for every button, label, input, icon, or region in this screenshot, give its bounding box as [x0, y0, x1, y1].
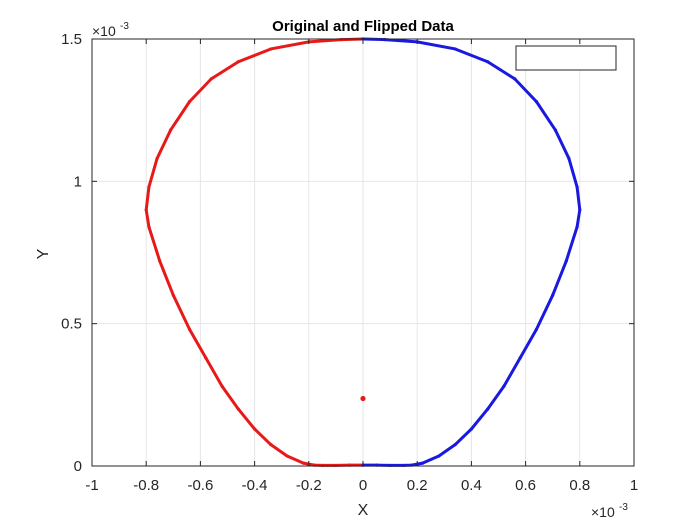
- data-point: [453, 47, 457, 51]
- data-point: [171, 293, 175, 297]
- data-point: [551, 293, 555, 297]
- data-point: [567, 156, 571, 161]
- y-tick-label: 1: [74, 173, 82, 190]
- data-point: [575, 225, 579, 229]
- series-2: [360, 395, 366, 402]
- x-multiplier-exponent: -3: [619, 502, 628, 513]
- data-point: [236, 407, 240, 411]
- x-tick-label: -1: [85, 477, 98, 494]
- data-point: [334, 463, 338, 468]
- data-point: [147, 185, 151, 189]
- data-point: [578, 208, 582, 212]
- data-point: [453, 443, 457, 447]
- data-point: [402, 463, 406, 468]
- data-point: [220, 384, 224, 388]
- data-point: [147, 225, 151, 229]
- data-point: [158, 259, 162, 263]
- x-tick-label: -0.2: [296, 477, 322, 494]
- data-point: [269, 47, 273, 51]
- plot-series: [144, 37, 582, 468]
- data-point: [269, 443, 273, 447]
- x-tick-label: 0.2: [407, 477, 428, 494]
- x-tick-label: 0: [359, 477, 367, 494]
- x-tick-label: 0.6: [515, 477, 536, 494]
- data-point: [155, 156, 159, 161]
- data-point: [486, 407, 490, 411]
- data-point: [209, 77, 213, 81]
- x-tick-label: -0.4: [242, 477, 268, 494]
- data-point: [301, 461, 305, 465]
- data-point: [553, 128, 558, 132]
- y-tick-label: 1.5: [61, 31, 82, 48]
- data-point: [388, 463, 392, 468]
- data-point: [502, 384, 506, 388]
- y-multiplier-base: ×10: [92, 23, 116, 39]
- data-point: [187, 100, 192, 104]
- x-multiplier-base: ×10: [591, 504, 615, 520]
- data-point: [534, 100, 539, 104]
- data-point: [575, 185, 579, 189]
- data-point: [437, 454, 441, 458]
- data-point: [469, 427, 473, 431]
- x-tick-label: 0.8: [569, 477, 590, 494]
- data-point: [236, 60, 240, 64]
- data-point: [285, 454, 289, 458]
- x-tick-label: -0.8: [133, 477, 159, 494]
- data-point: [360, 395, 366, 402]
- data-point: [534, 327, 539, 331]
- y-axis-label: Y: [35, 248, 52, 259]
- data-point: [168, 128, 173, 132]
- data-point: [204, 356, 208, 360]
- data-point: [383, 37, 387, 42]
- data-point: [320, 463, 324, 468]
- data-point: [144, 208, 148, 212]
- y-tick-label: 0: [74, 458, 82, 475]
- x-tick-label: 0.4: [461, 477, 482, 494]
- data-point: [518, 356, 522, 360]
- x-tick-label: -0.6: [187, 477, 213, 494]
- axis-ticks: [91, 38, 635, 467]
- data-point: [421, 461, 425, 465]
- legend-box: [515, 45, 617, 71]
- x-tick-label: 1: [630, 477, 638, 494]
- tick-labels: -1 -0.8 -0.6 -0.4 -0.2 0 0.2 0.4 0.6 0.8 1 0 0.5 1 1.5: [61, 31, 638, 494]
- y-multiplier-exponent: -3: [120, 21, 129, 32]
- y-multiplier: ×10 -3: [92, 21, 129, 39]
- data-point: [253, 427, 257, 431]
- x-axis-label: X: [358, 502, 369, 519]
- data-point: [513, 77, 517, 81]
- data-point: [564, 259, 568, 263]
- chart-title: Original and Flipped Data: [272, 18, 454, 35]
- data-point: [339, 37, 343, 42]
- y-tick-label: 0.5: [61, 316, 82, 333]
- data-point: [486, 60, 490, 64]
- data-point: [187, 327, 192, 331]
- x-multiplier: ×10 -3: [591, 502, 628, 520]
